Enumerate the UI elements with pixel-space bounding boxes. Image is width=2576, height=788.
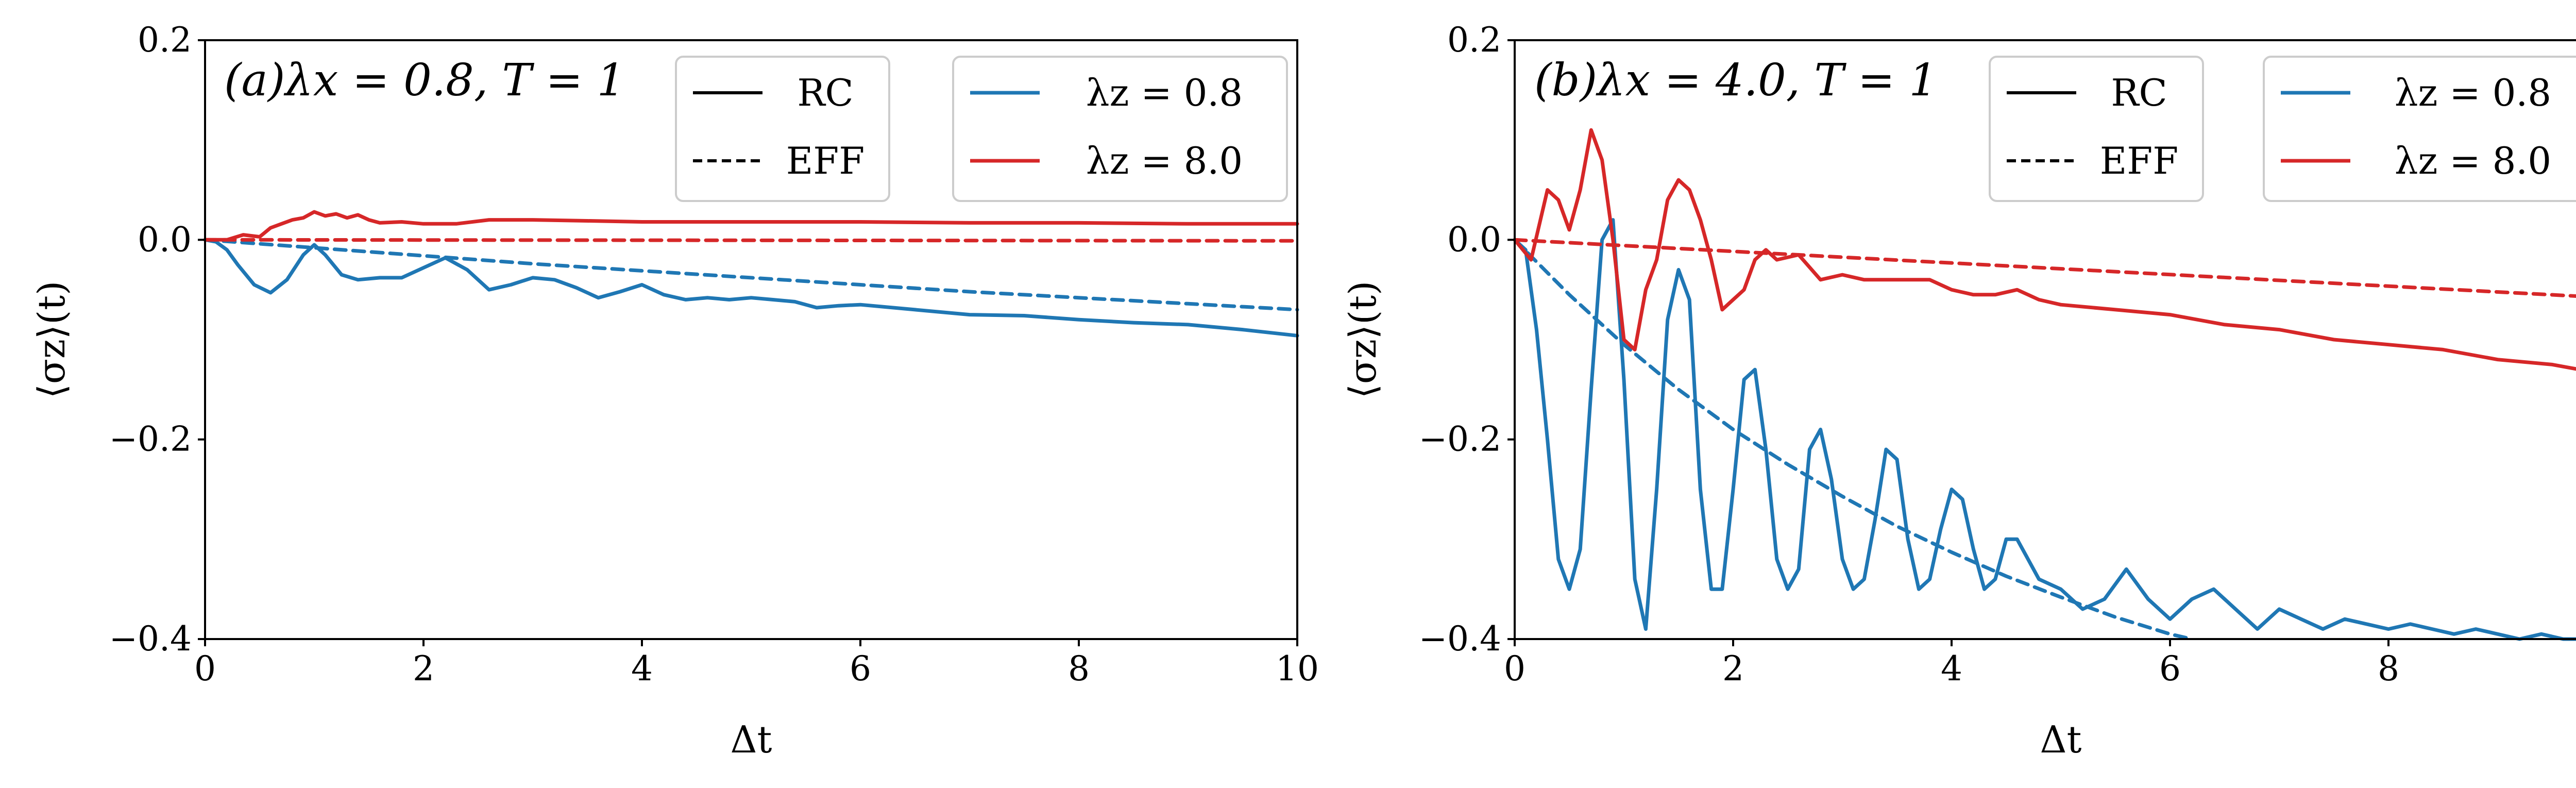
legend-rc-label: RC xyxy=(2111,71,2167,114)
series-line-red-dashed xyxy=(1513,238,2576,298)
y-tick-label: −0.2 xyxy=(1419,420,1501,459)
x-tick-label: 4 xyxy=(631,649,653,689)
series-line-red-dashed xyxy=(203,238,1299,243)
series-line-blue-solid xyxy=(203,238,1299,338)
panel-b-legend-style: RC EFF xyxy=(1989,56,2204,202)
x-tick-label: 4 xyxy=(1941,649,1962,689)
panel-b-title: (b)λx = 4.0, T = 1 xyxy=(1534,55,1937,106)
x-tick-label: 8 xyxy=(2378,649,2399,689)
series-line-blue-dashed xyxy=(203,238,1299,312)
legend-lambda-08-label: λz = 0.8 xyxy=(1086,71,1243,114)
panel-a-ylabel: ⟨σz⟩(t) xyxy=(30,281,73,398)
panel-b-xlabel: Δt xyxy=(2040,718,2082,761)
legend-lambda-80-label: λz = 8.0 xyxy=(2395,139,2551,182)
panel-a-series xyxy=(203,210,1299,338)
y-tick-label: 0.0 xyxy=(1447,220,1501,259)
y-tick-label: 0.2 xyxy=(138,20,192,60)
x-tick-label: 2 xyxy=(1722,649,1744,689)
x-tick-label: 0 xyxy=(194,649,216,689)
panel-a-title: (a)λx = 0.8, T = 1 xyxy=(224,55,625,106)
y-tick-label: −0.4 xyxy=(1419,619,1501,659)
panel-a-legend-lambda: λz = 0.8 λz = 8.0 xyxy=(952,56,1288,202)
legend-eff-label: EFF xyxy=(786,139,865,182)
x-tick-label: 10 xyxy=(1276,649,1319,689)
panel-b-frame xyxy=(1514,39,2576,640)
legend-lambda-80-label: λz = 8.0 xyxy=(1086,139,1243,182)
y-tick-label: −0.4 xyxy=(109,619,192,659)
y-tick-label: 0.2 xyxy=(1447,20,1501,60)
panel-a-ticks: 0 2 4 6 8 10 −0.4 −0.2 0.0 0.2 xyxy=(109,20,1319,689)
y-tick-label: −0.2 xyxy=(109,420,192,459)
x-tick-label: 0 xyxy=(1504,649,1526,689)
x-tick-label: 8 xyxy=(1068,649,1090,689)
series-line-red-solid xyxy=(203,210,1299,242)
series-line-blue-solid xyxy=(1513,218,2576,641)
y-tick-label: 0.0 xyxy=(138,220,192,259)
x-tick-label: 6 xyxy=(850,649,871,689)
panel-a-xlabel: Δt xyxy=(731,718,772,761)
series-line-blue-dashed xyxy=(1513,238,2194,641)
panel-a-legend-style: RC EFF xyxy=(675,56,890,202)
legend-eff-label: EFF xyxy=(2100,139,2178,182)
panel-b-series xyxy=(1513,128,2576,641)
x-tick-label: 2 xyxy=(413,649,434,689)
legend-rc-label: RC xyxy=(797,71,853,114)
panel-a-frame xyxy=(204,39,1298,640)
panel-b-ylabel: ⟨σz⟩(t) xyxy=(1341,281,1384,398)
series-line-red-solid xyxy=(1513,128,2576,371)
legend-lambda-08-label: λz = 0.8 xyxy=(2395,71,2551,114)
panel-a: 0 2 4 6 8 10 −0.4 −0.2 0.0 0.2 (a)λx = 0.8, T = 1… xyxy=(30,20,1319,761)
panel-b-legend-lambda: λz = 0.8 λz = 8.0 xyxy=(2263,56,2576,202)
x-tick-label: 6 xyxy=(2159,649,2181,689)
